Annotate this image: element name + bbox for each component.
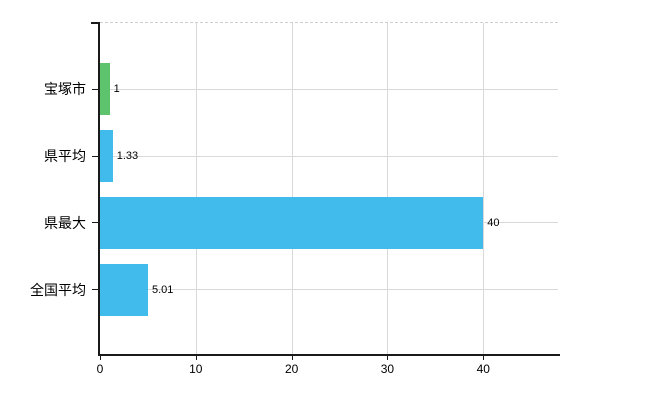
y-axis-tick <box>92 88 98 90</box>
category-label: 全国平均 <box>30 281 86 298</box>
x-axis-tick-label: 20 <box>284 362 299 376</box>
vertical-gridline <box>291 23 293 354</box>
x-axis-line <box>98 354 560 356</box>
x-axis-tick <box>291 356 293 360</box>
y-axis-top-tick <box>91 22 98 24</box>
bar-県平均 <box>100 130 113 183</box>
bar-県最大 <box>100 196 484 249</box>
x-axis-tick-label: 30 <box>380 362 395 376</box>
horizontal-gridline <box>100 289 558 291</box>
bar-宝塚市 <box>100 63 110 116</box>
horizontal-gridline <box>100 155 558 157</box>
category-label: 県最大 <box>44 214 86 231</box>
bar-value-label: 40 <box>487 216 500 229</box>
x-axis-tick-label: 10 <box>189 362 203 376</box>
y-axis-tick <box>92 222 98 224</box>
y-axis-tick <box>92 289 98 291</box>
x-axis-tick <box>483 356 485 360</box>
bar-value-label: 5.01 <box>152 283 174 296</box>
x-axis-tick <box>387 356 389 360</box>
x-axis-tick-label: 0 <box>96 362 104 376</box>
bar-全国平均 <box>100 263 148 316</box>
bar-value-label: 1 <box>113 83 120 96</box>
vertical-gridline <box>195 23 197 354</box>
y-axis-line <box>98 22 100 355</box>
bar-value-label: 1.33 <box>116 150 139 163</box>
category-label: 県平均 <box>44 148 86 165</box>
vertical-gridline <box>387 23 389 354</box>
x-axis-tick <box>195 356 197 360</box>
vertical-gridline <box>483 23 485 354</box>
x-axis-tick <box>100 356 101 360</box>
horizontal-gridline <box>100 88 558 90</box>
x-axis-tick-label: 40 <box>476 362 490 376</box>
plot-area: 0 10 20 30 40 宝塚市 1 県平均 1.33 県最大 40 全国平均 5.01 <box>30 22 560 376</box>
category-label: 宝塚市 <box>44 81 86 98</box>
y-axis-tick <box>92 155 98 157</box>
